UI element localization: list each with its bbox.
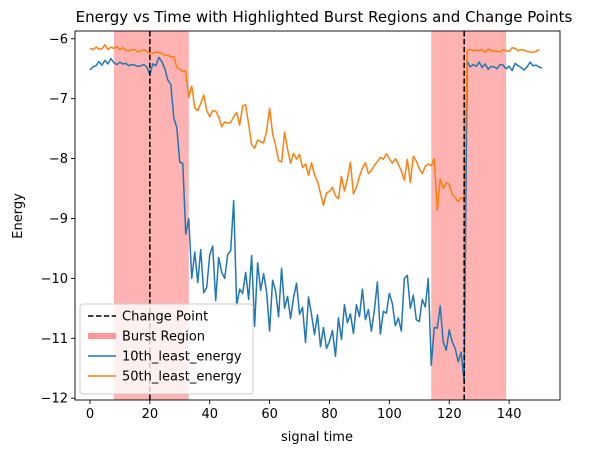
series-line-10th-least-energy — [89, 56, 543, 384]
x-tick-label: 60 — [261, 407, 278, 422]
x-tick-label: 0 — [86, 407, 94, 422]
chart-title: Energy vs Time with Highlighted Burst Re… — [76, 8, 573, 26]
x-tick-label: 120 — [437, 407, 462, 422]
legend-label: 50th_least_energy — [122, 370, 242, 385]
plot-area: 0 20 40 60 80 100 120 140 −12 −11 −10 −9 −8 −7 −6 — [41, 30, 561, 422]
legend-label: Burst Region — [122, 330, 205, 345]
x-tick-label: 40 — [201, 407, 218, 422]
legend-label: 10th_least_energy — [122, 350, 242, 365]
burst-region-2 — [431, 31, 507, 400]
y-tick-label: −9 — [49, 212, 68, 227]
y-tick-label: −6 — [49, 32, 68, 47]
x-tick-label: 100 — [377, 407, 402, 422]
legend-box — [79, 303, 254, 395]
x-tick-label: 80 — [321, 407, 338, 422]
x-tick-label: 140 — [497, 407, 522, 422]
plot-frame — [74, 30, 561, 401]
legend-label: Change Point — [122, 310, 208, 325]
legend: Change Point Burst Region 10th_least_energ… — [79, 303, 254, 395]
y-tick-label: −7 — [49, 92, 68, 107]
y-axis-title: Energy — [11, 193, 26, 239]
y-tick-label: −10 — [41, 272, 68, 287]
y-tick-label: −11 — [41, 332, 68, 347]
x-axis-title: signal time — [281, 430, 353, 445]
x-tick-label: 20 — [142, 407, 159, 422]
y-tick-label: −12 — [41, 392, 68, 407]
y-tick-label: −8 — [49, 152, 68, 167]
